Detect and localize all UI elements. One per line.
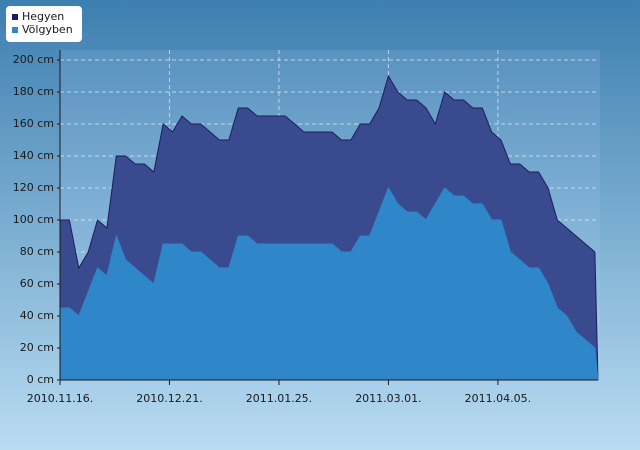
x-tick-label: 2011.01.25. (246, 392, 312, 405)
legend-swatch (12, 14, 18, 20)
area (59, 186, 599, 381)
y-tick-label: 140 cm (13, 149, 54, 162)
x-tick-label: 2010.11.16. (27, 392, 93, 405)
x-tick-label: 2010.12.21. (136, 392, 202, 405)
y-tick-label: 80 cm (20, 245, 54, 258)
y-tick-label: 180 cm (13, 85, 54, 98)
y-tick-label: 60 cm (20, 277, 54, 290)
legend-label: Hegyen (22, 10, 64, 23)
y-tick-label: 20 cm (20, 341, 54, 354)
y-tick-label: 0 cm (27, 373, 54, 386)
legend-label: Völgyben (22, 23, 73, 36)
legend-swatch (12, 27, 18, 33)
x-tick-label: 2011.04.05. (465, 392, 531, 405)
y-tick-label: 100 cm (13, 213, 54, 226)
y-tick-label: 200 cm (13, 53, 54, 66)
x-tick-label: 2011.03.01. (355, 392, 421, 405)
y-tick-label: 120 cm (13, 181, 54, 194)
y-tick-label: 160 cm (13, 117, 54, 130)
y-tick-label: 40 cm (20, 309, 54, 322)
legend (6, 6, 82, 42)
